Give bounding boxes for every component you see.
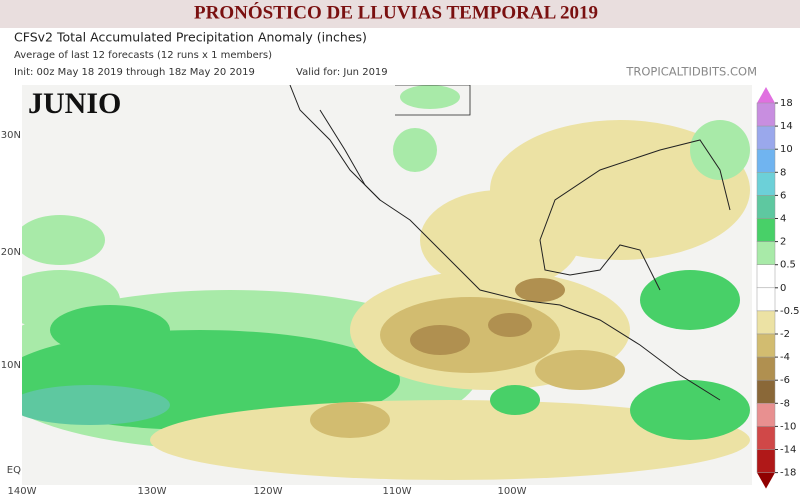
valid: Valid for: Jun 2019: [296, 67, 388, 78]
anomaly-field: [22, 85, 750, 480]
colorbar-segment: [756, 426, 776, 450]
map-label: JUNIO: [28, 87, 121, 120]
colorbar-segment: [756, 310, 776, 335]
colorbar-bottom: [757, 472, 775, 489]
colorbar-segment: [756, 195, 776, 219]
colorbar-label: 0.5: [780, 260, 796, 271]
init: Init: 00z May 18 2019 through 18z May 20…: [14, 67, 255, 78]
colorbar-segment: [756, 264, 776, 289]
colorbar-label: -4: [780, 352, 790, 363]
lon-label: 120W: [254, 486, 283, 497]
colorbar-label: 0: [780, 283, 786, 294]
colorbar-label: -6: [780, 375, 790, 386]
colorbar-label: -14: [780, 445, 796, 456]
map: JUNIO: [22, 85, 752, 485]
lat-label: 10N: [1, 360, 21, 371]
colorbar-label: -18: [780, 468, 796, 479]
source: TROPICALTIDBITS.COM: [625, 65, 757, 79]
colorbar-segment: [756, 125, 776, 150]
banner-bg: [0, 0, 800, 28]
lon-label: 100W: [498, 486, 527, 497]
colorbar-segment: [756, 241, 776, 265]
lat-label: EQ: [7, 465, 21, 476]
colorbar-segment: [756, 102, 776, 127]
colorbar-segment: [756, 403, 776, 427]
lon-label: 140W: [8, 486, 37, 497]
colorbar-label: -2: [780, 329, 790, 340]
lon-label: 130W: [138, 486, 167, 497]
colorbar-label: 8: [780, 167, 786, 178]
colorbar-label: 4: [780, 214, 786, 225]
banner: PRONÓSTICO DE LLUVIAS TEMPORAL 2019: [194, 1, 598, 23]
colorbar-segment: [756, 172, 776, 196]
colorbar-segment: [756, 356, 776, 381]
colorbar-label: 6: [780, 190, 786, 201]
colorbar-label: 18: [780, 98, 793, 109]
lon-label: 110W: [383, 486, 412, 497]
colorbar-label: -0.5: [780, 306, 800, 317]
colorbar-segment: [756, 379, 776, 404]
colorbar-segment: [756, 449, 776, 473]
colorbar-label: 2: [780, 237, 786, 248]
colorbar-label: -10: [780, 421, 796, 432]
colorbar-segment: [756, 148, 776, 173]
colorbar-label: 10: [780, 144, 793, 155]
colorbar-segment: [756, 333, 776, 358]
colorbar-top: [757, 87, 775, 103]
colorbar-segment: [756, 287, 776, 312]
colorbar-segment: [756, 218, 776, 242]
colorbar-label: 14: [780, 121, 793, 132]
lat-label: 20N: [1, 247, 21, 258]
subtitle: Average of last 12 forecasts (12 runs x …: [14, 50, 272, 61]
lat-label: 30N: [1, 130, 21, 141]
colorbar-label: -8: [780, 398, 790, 409]
title: CFSv2 Total Accumulated Precipitation An…: [14, 30, 367, 45]
